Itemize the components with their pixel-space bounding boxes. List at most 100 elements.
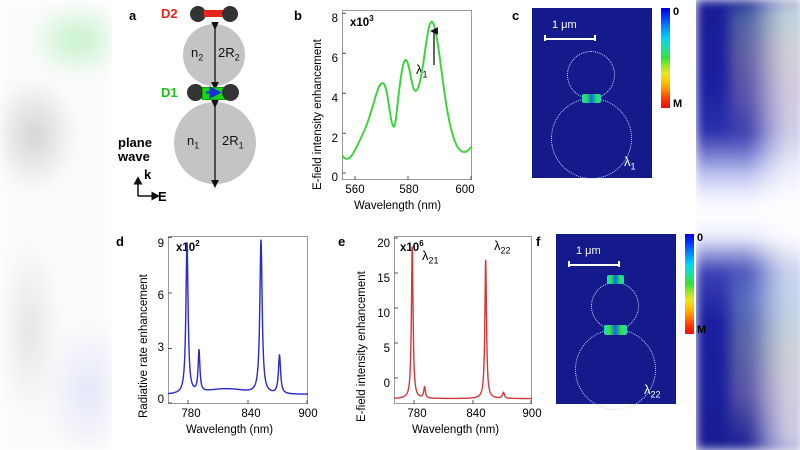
panel-b-ytick-2: 2 bbox=[331, 133, 338, 145]
panel-c-lower-ring bbox=[551, 98, 632, 179]
d2-left-dot bbox=[190, 6, 206, 22]
panel-f-upper-ring bbox=[591, 282, 639, 330]
panel-d-ytick-6: 6 bbox=[157, 290, 164, 302]
panel-e-chart: e E-field intensity enhancement x106 20 … bbox=[334, 226, 554, 450]
d1-right-dot bbox=[222, 84, 239, 101]
panel-e-exponent: x106 bbox=[400, 239, 424, 254]
panel-e-xtick-780: 780 bbox=[407, 408, 427, 420]
panel-c-fieldmap: c 1 μm λ1 0 M bbox=[506, 0, 696, 220]
panel-f-colorbar bbox=[685, 234, 694, 334]
d1-label: D1 bbox=[161, 85, 178, 100]
panel-e-ytick-20: 20 bbox=[377, 238, 390, 250]
panel-c-upper-ring bbox=[567, 51, 615, 99]
panel-e-lambda21-sym: λ bbox=[422, 248, 429, 263]
panel-a-label: a bbox=[129, 8, 137, 23]
panel-c-colorbar-bottom: M bbox=[673, 98, 683, 110]
panel-e-ytick-10: 10 bbox=[377, 308, 390, 320]
panel-d-exponent-base: x10 bbox=[176, 241, 196, 254]
panel-b-ytick-6: 6 bbox=[331, 53, 338, 65]
panel-d-chart: d Radiative rate enhancement x102 9 6 3 … bbox=[112, 226, 332, 450]
panel-e-lambda22-label: λ22 bbox=[494, 238, 511, 256]
panel-b-exponent-sup: 3 bbox=[369, 14, 374, 23]
panel-d-ytick-0: 0 bbox=[157, 394, 164, 406]
panel-b-curve-svg bbox=[342, 12, 472, 180]
panel-c-map-label: λ1 bbox=[624, 154, 636, 172]
panel-d-xtick-900: 900 bbox=[298, 408, 318, 420]
panel-e-lambda21-sub: 21 bbox=[428, 255, 439, 266]
d1-blue-arrow bbox=[206, 85, 222, 100]
panel-b-ytick-0: 0 bbox=[331, 172, 338, 184]
panel-d-xtick-840: 840 bbox=[241, 408, 261, 420]
panel-b-xtick-560: 560 bbox=[345, 184, 365, 196]
k-E-axes-icon bbox=[133, 176, 160, 201]
panel-b-xlabel: Wavelength (nm) bbox=[354, 200, 442, 212]
panel-c-label: c bbox=[512, 8, 520, 23]
panel-f-fieldmap: f 1 μm λ22 0 M bbox=[530, 226, 720, 450]
panel-c-colorbar-top: 0 bbox=[673, 6, 680, 18]
panel-e-ytick-5: 5 bbox=[383, 343, 390, 355]
panel-f-map-label-sym: λ bbox=[644, 382, 651, 397]
axis-k-label: k bbox=[144, 167, 152, 182]
panel-d-curve-svg bbox=[168, 237, 308, 404]
diameter-arrow-upper bbox=[211, 21, 219, 91]
panel-f-scalebar-cap-right bbox=[618, 261, 620, 267]
d1-left-dot bbox=[187, 84, 204, 101]
panel-f-hotspot-gap bbox=[604, 325, 627, 335]
figure-canvas: a D2 n2 2R2 bbox=[112, 0, 706, 450]
panel-b-plot-frame bbox=[342, 10, 472, 180]
panel-b-exponent-base: x10 bbox=[350, 16, 370, 29]
panel-c-map-label-sym: λ bbox=[624, 154, 631, 169]
d2-right-dot bbox=[222, 6, 238, 22]
panel-b-exponent: x103 bbox=[350, 14, 374, 29]
panel-e-lambda22-sub: 22 bbox=[500, 245, 511, 256]
panel-c-scalebar-cap-left bbox=[544, 35, 546, 41]
panel-b-lambda1-sym: λ bbox=[416, 62, 423, 77]
panel-d-plot-frame bbox=[168, 236, 308, 404]
panel-c-map-label-sub: 1 bbox=[630, 161, 636, 172]
panel-f-label: f bbox=[536, 234, 541, 249]
plane-wave-label: plane wave bbox=[118, 136, 152, 163]
panel-e-ytick-15: 15 bbox=[377, 273, 390, 285]
panel-e-lambda22-sym: λ bbox=[494, 238, 501, 253]
panel-d-ytick-3: 3 bbox=[157, 342, 164, 354]
panel-e-exponent-sup: 6 bbox=[419, 239, 424, 248]
panel-c-scalebar bbox=[544, 38, 596, 40]
d2-label: D2 bbox=[161, 6, 178, 21]
panel-c-scalebar-text: 1 μm bbox=[552, 19, 577, 31]
panel-c-map: 1 μm λ1 bbox=[532, 8, 652, 179]
axis-E-label: E bbox=[158, 189, 167, 204]
panel-d-ytick-9: 9 bbox=[157, 238, 164, 250]
panel-e-lambda21-label: λ21 bbox=[422, 248, 439, 266]
panel-f-hotspot-top bbox=[607, 275, 624, 284]
plane-wave-line1: plane bbox=[118, 135, 152, 150]
panel-b-ytick-8: 8 bbox=[331, 13, 338, 25]
background-blur-right-tint bbox=[730, 0, 800, 450]
panel-f-map: 1 μm λ22 bbox=[556, 234, 676, 410]
panel-f-scalebar-cap-left bbox=[568, 261, 570, 267]
panel-f-scalebar-text: 1 μm bbox=[576, 245, 601, 257]
sphere-n1-diameter: 2R1 bbox=[222, 133, 244, 151]
panel-b-lambda1-sub: 1 bbox=[422, 69, 428, 80]
panel-f-colorbar-top: 0 bbox=[697, 232, 704, 244]
panel-f-map-label: λ22 bbox=[644, 382, 661, 400]
panel-f-colorbar-bottom: M bbox=[697, 324, 707, 336]
background-blur-left bbox=[0, 0, 112, 450]
panel-e-xlabel: Wavelength (nm) bbox=[412, 424, 500, 436]
panel-e-xtick-840: 840 bbox=[466, 408, 486, 420]
panel-e-exponent-base: x10 bbox=[400, 241, 420, 254]
panel-b-lambda1-label: λ1 bbox=[416, 62, 428, 80]
panel-b-ytick-4: 4 bbox=[331, 93, 338, 105]
panel-b-xtick-580: 580 bbox=[399, 184, 419, 196]
panel-c-scalebar-cap-right bbox=[594, 35, 596, 41]
panel-a-schematic: a D2 n2 2R2 bbox=[112, 0, 292, 218]
panel-d-exponent: x102 bbox=[176, 239, 200, 254]
sphere-n2-diameter: 2R2 bbox=[218, 45, 240, 63]
panel-d-label: d bbox=[116, 234, 124, 249]
panel-c-colorbar bbox=[661, 8, 670, 108]
panel-d-exponent-sup: 2 bbox=[195, 239, 200, 248]
panel-e-curve-svg bbox=[394, 237, 532, 404]
sphere-n1-index: n1 bbox=[187, 133, 200, 151]
panel-e-xtick-900: 900 bbox=[522, 408, 542, 420]
panel-d-xlabel: Wavelength (nm) bbox=[186, 424, 274, 436]
